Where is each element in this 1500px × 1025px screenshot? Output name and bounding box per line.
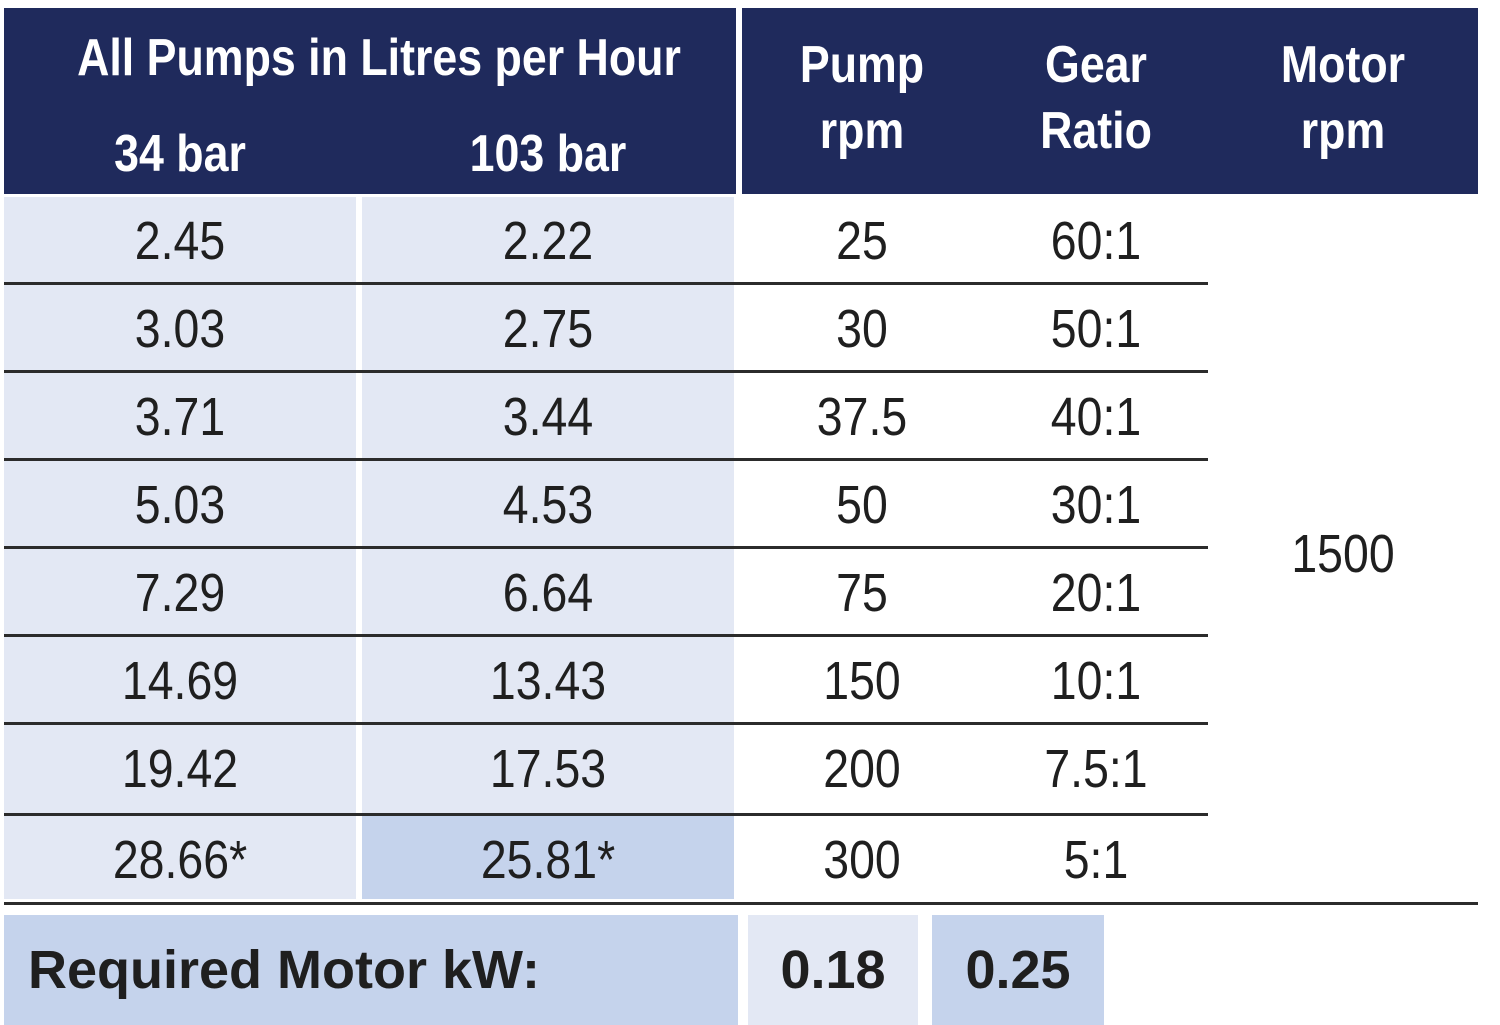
header-flow-group xyxy=(4,8,736,194)
cell-34-bar: 3.71 xyxy=(134,387,226,447)
row-divider xyxy=(4,370,1208,373)
row-divider xyxy=(4,813,1208,816)
header-motor-rpm: Motor rpm xyxy=(1280,36,1406,160)
row-divider xyxy=(4,722,1208,725)
cell-pump-rpm: 75 xyxy=(836,563,888,623)
cell-34-bar: 5.03 xyxy=(134,475,226,535)
row-divider xyxy=(4,634,1208,637)
footer-value-1: 0.18 xyxy=(780,940,886,1000)
cell-pump-rpm: 50 xyxy=(836,475,888,535)
table-bottom-rule xyxy=(4,902,1478,905)
footer-label: Required Motor kW: xyxy=(28,940,540,1000)
cell-103-bar: 6.64 xyxy=(502,563,594,623)
cell-34-bar: 19.42 xyxy=(121,739,239,799)
cell-pump-rpm: 25 xyxy=(836,211,888,271)
last-row-highlight xyxy=(362,816,734,899)
cell-gear-ratio: 20:1 xyxy=(1050,563,1142,623)
cell-pump-rpm: 300 xyxy=(823,830,901,890)
cell-gear-ratio: 30:1 xyxy=(1050,475,1142,535)
header-pump-rpm: Pump rpm xyxy=(799,36,925,160)
cell-103-bar: 3.44 xyxy=(502,387,594,447)
footer-value-2-box xyxy=(932,915,1104,1025)
cell-gear-ratio: 10:1 xyxy=(1050,651,1142,711)
cell-103-bar: 25.81* xyxy=(480,830,616,890)
row-divider xyxy=(4,546,1208,549)
footer-label-box xyxy=(4,915,738,1025)
cell-103-bar: 13.43 xyxy=(489,651,607,711)
cell-34-bar: 3.03 xyxy=(134,299,226,359)
cell-103-bar: 4.53 xyxy=(502,475,594,535)
cell-pump-rpm: 200 xyxy=(823,739,901,799)
cell-pump-rpm: 37.5 xyxy=(816,387,908,447)
motor-rpm-value: 1500 xyxy=(1291,524,1395,584)
footer-value-1-box xyxy=(748,915,918,1025)
cell-pump-rpm: 30 xyxy=(836,299,888,359)
header-34-bar: 34 bar xyxy=(114,125,246,183)
cell-103-bar: 2.22 xyxy=(502,211,594,271)
cell-gear-ratio: 40:1 xyxy=(1050,387,1142,447)
cell-gear-ratio: 5:1 xyxy=(1063,830,1129,890)
cell-103-bar: 17.53 xyxy=(489,739,607,799)
row-divider xyxy=(4,458,1208,461)
row-divider xyxy=(4,282,1208,285)
header-specs-group xyxy=(742,8,1478,194)
cell-34-bar: 14.69 xyxy=(121,651,239,711)
cell-pump-rpm: 150 xyxy=(823,651,901,711)
cell-gear-ratio: 7.5:1 xyxy=(1044,739,1148,799)
footer-value-2: 0.25 xyxy=(965,940,1071,1000)
cell-34-bar: 7.29 xyxy=(134,563,226,623)
header-gear-ratio: Gear Ratio xyxy=(1040,36,1152,160)
cell-gear-ratio: 50:1 xyxy=(1050,299,1142,359)
header-title: All Pumps in Litres per Hour xyxy=(77,29,681,87)
cell-34-bar: 28.66* xyxy=(112,830,248,890)
cell-gear-ratio: 60:1 xyxy=(1050,211,1142,271)
cell-34-bar: 2.45 xyxy=(134,211,226,271)
header-103-bar: 103 bar xyxy=(469,125,627,183)
cell-103-bar: 2.75 xyxy=(502,299,594,359)
